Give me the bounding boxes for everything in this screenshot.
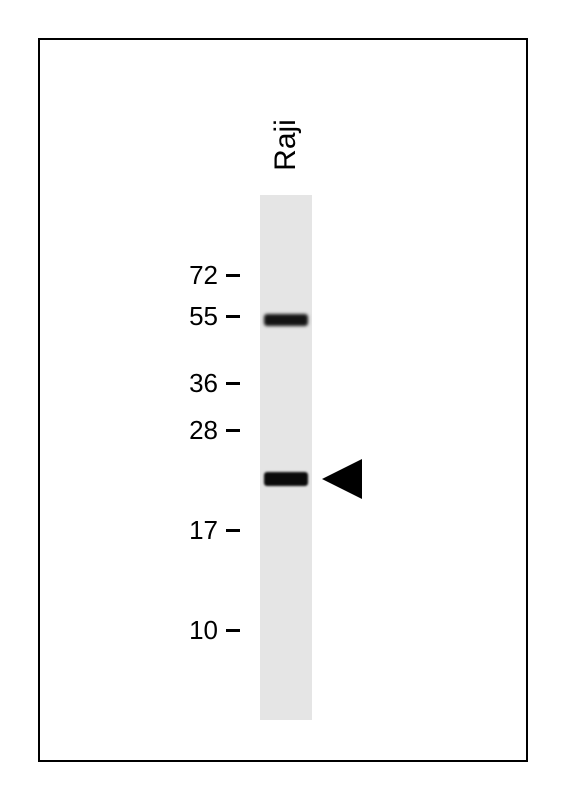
- mw-tick: [226, 382, 240, 385]
- mw-label: 72: [158, 260, 218, 290]
- mw-tick: [226, 529, 240, 532]
- mw-label: 28: [158, 415, 218, 445]
- band: [264, 314, 308, 326]
- mw-label: 17: [158, 515, 218, 545]
- band-arrow-icon: [322, 459, 362, 499]
- mw-tick: [226, 629, 240, 632]
- mw-label: 55: [158, 301, 218, 331]
- band: [264, 472, 308, 486]
- blot-lane: [260, 195, 312, 720]
- mw-tick: [226, 274, 240, 277]
- mw-tick: [226, 315, 240, 318]
- lane-label: Raji: [268, 85, 304, 205]
- mw-tick: [226, 429, 240, 432]
- mw-label: 36: [158, 368, 218, 398]
- mw-label: 10: [158, 615, 218, 645]
